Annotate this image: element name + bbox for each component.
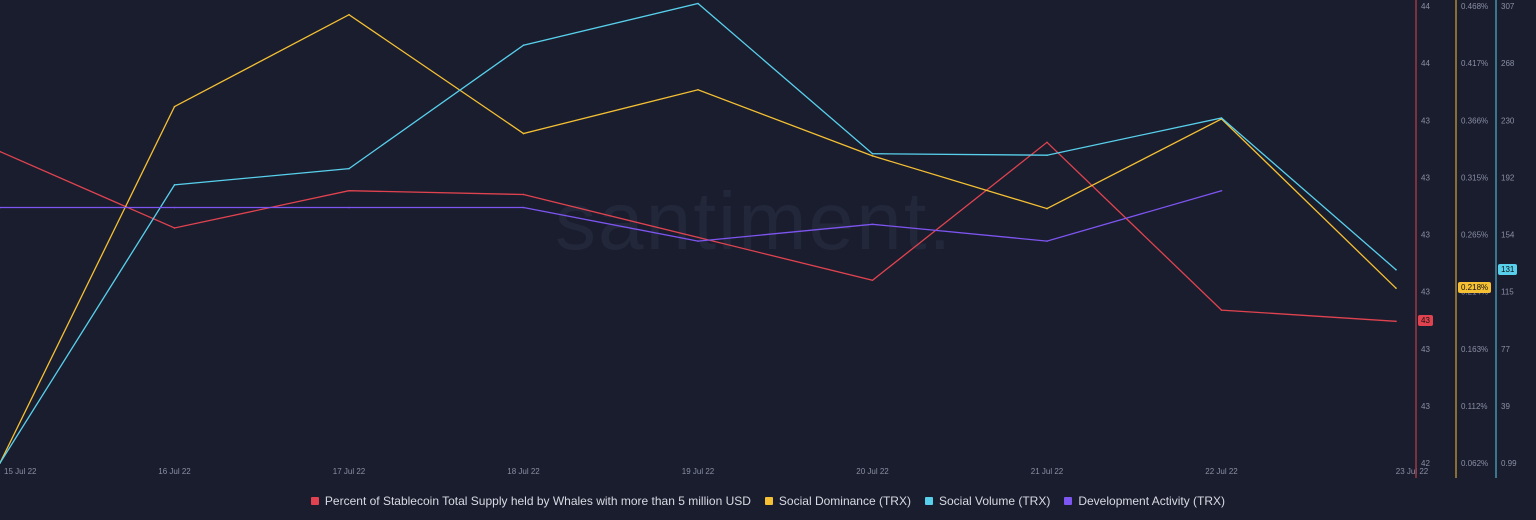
cyan-axis-tick-label: 268 <box>1501 59 1515 68</box>
current-value-badge-yellow: 0.218% <box>1458 282 1492 294</box>
series-line-0 <box>0 141 1397 322</box>
line-chart: 15 Jul 22 16 Jul 22 17 Jul 22 18 Jul 22 19 J… <box>0 0 1517 478</box>
chart-legend: Percent of Stablecoin Total Supply held … <box>0 492 1536 510</box>
yellow-axis-tick-label: 0.112% <box>1461 402 1488 411</box>
red-axis-tick-label: 43 <box>1421 402 1430 411</box>
red-axis-tick-label: 42 <box>1421 459 1430 468</box>
x-tick-label: 21 Jul 22 <box>1031 467 1064 476</box>
legend-item-dev-activity[interactable]: Development Activity (TRX) <box>1064 494 1225 508</box>
x-tick-label: 16 Jul 22 <box>158 467 191 476</box>
red-axis-tick-label: 43 <box>1421 288 1430 297</box>
red-axis-tick-label: 44 <box>1421 59 1430 68</box>
series-point-1 <box>1395 287 1397 289</box>
cyan-axis-tick-label: 307 <box>1501 2 1515 11</box>
cyan-axis-tick-label: 0.99 <box>1501 459 1517 468</box>
series-point-2 <box>871 152 874 155</box>
yellow-axis-tick-label: 0.315% <box>1461 173 1488 182</box>
series-point-0 <box>522 193 525 196</box>
series-point-1 <box>522 132 525 135</box>
x-tick-label: 17 Jul 22 <box>333 467 366 476</box>
legend-swatch <box>1064 497 1073 505</box>
legend-swatch <box>764 497 773 505</box>
series-point-2 <box>1220 117 1223 119</box>
series-point-2 <box>173 184 176 186</box>
legend-swatch <box>310 497 319 505</box>
x-tick-label: 22 Jul 22 <box>1205 467 1238 476</box>
series-point-3 <box>1220 189 1223 192</box>
cyan-axis-tick-label: 192 <box>1501 173 1515 182</box>
yellow-axis-tick-label: 0.265% <box>1461 231 1488 240</box>
series-point-0 <box>173 227 176 229</box>
series-point-2 <box>697 2 699 5</box>
series-point-0 <box>0 150 1 153</box>
series-point-0 <box>697 236 699 239</box>
series-point-3 <box>0 206 1 209</box>
series-point-2 <box>1046 154 1048 157</box>
red-axis-tick-label: 44 <box>1421 2 1430 11</box>
cyan-axis-tick-label: 115 <box>1501 288 1514 297</box>
series-point-0 <box>1395 320 1397 323</box>
red-axis-tick-label: 43 <box>1421 345 1430 354</box>
red-axis-tick-label: 43 <box>1421 173 1430 182</box>
legend-label: Development Activity (TRX) <box>1078 494 1226 508</box>
x-tick-label: 19 Jul 22 <box>682 467 715 476</box>
cyan-axis-tick-label: 39 <box>1501 402 1510 411</box>
yellow-axis-tick-label: 0.163% <box>1461 345 1488 354</box>
x-tick-label: 18 Jul 22 <box>507 467 540 476</box>
series-point-2 <box>348 167 350 170</box>
series-line-2 <box>0 2 1397 464</box>
x-tick-label: 23 Jul 22 <box>1396 467 1429 476</box>
series-point-1 <box>173 105 176 108</box>
yellow-axis-tick-label: 0.417% <box>1461 59 1488 68</box>
legend-label: Social Volume (TRX) <box>938 494 1051 508</box>
legend-label: Social Dominance (TRX) <box>778 494 911 508</box>
red-axis-tick-label: 43 <box>1421 116 1430 125</box>
series-line-1 <box>0 13 1397 464</box>
series-point-3 <box>348 206 350 209</box>
series-point-3 <box>522 206 525 209</box>
legend-item-whales[interactable]: Percent of Stablecoin Total Supply held … <box>310 494 751 508</box>
cyan-axis-tick-label: 77 <box>1501 345 1510 354</box>
series-point-0 <box>1220 309 1223 311</box>
red-axis-tick-label: 43 <box>1421 231 1430 240</box>
series-point-1 <box>871 155 874 157</box>
series-point-0 <box>871 279 874 282</box>
series-point-0 <box>1046 141 1048 144</box>
x-tick-label: 15 Jul 22 <box>4 467 37 476</box>
series-point-2 <box>1395 268 1397 271</box>
cyan-axis-tick-label: 230 <box>1501 116 1515 125</box>
series-point-0 <box>348 189 350 192</box>
legend-item-social-volume[interactable]: Social Volume (TRX) <box>924 494 1051 508</box>
yellow-axis-tick-label: 0.468% <box>1461 2 1488 11</box>
legend-swatch <box>924 497 933 505</box>
series-point-2 <box>522 44 525 46</box>
series-point-1 <box>348 13 350 16</box>
series-point-1 <box>1046 207 1048 210</box>
series-point-3 <box>173 206 176 209</box>
series-point-3 <box>1046 240 1048 242</box>
series-point-3 <box>697 240 699 242</box>
series-line-3 <box>0 190 1222 242</box>
legend-item-social-dominance[interactable]: Social Dominance (TRX) <box>764 494 911 508</box>
yellow-axis-tick-label: 0.366% <box>1461 116 1488 125</box>
series-point-3 <box>871 223 874 226</box>
x-tick-label: 20 Jul 22 <box>856 467 889 476</box>
series-point-1 <box>697 89 699 91</box>
series-point-2 <box>0 462 1 464</box>
cyan-axis-tick-label: 154 <box>1501 231 1515 240</box>
current-value-badge-cyan: 131 <box>1498 263 1518 275</box>
current-value-badge-red: 43 <box>1418 315 1433 327</box>
yellow-axis-tick-label: 0.062% <box>1461 459 1488 468</box>
legend-label: Percent of Stablecoin Total Supply held … <box>324 494 751 508</box>
